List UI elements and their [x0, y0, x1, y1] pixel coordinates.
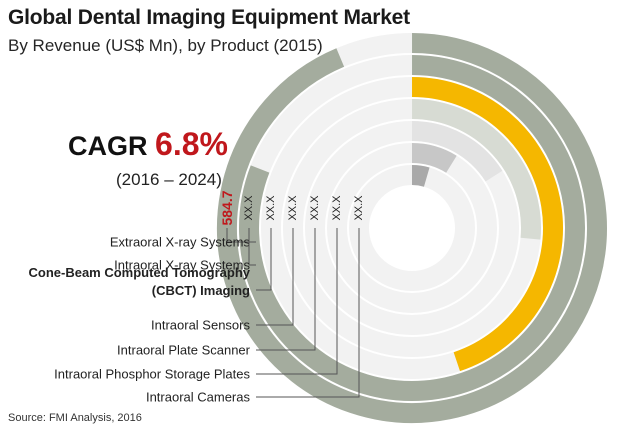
- cagr-callout: CAGR 6.8%: [68, 126, 228, 163]
- leader-line: [256, 228, 360, 398]
- center-hole: [370, 186, 454, 270]
- category-label: Extraoral X-ray Systems: [110, 235, 251, 250]
- bar-arc: [411, 143, 457, 173]
- value-label: XX.X: [265, 195, 277, 221]
- cagr-label: CAGR: [68, 131, 148, 161]
- cagr-period: (2016 – 2024): [116, 170, 222, 189]
- category-label: Cone-Beam Computed Tomography (CBCT) Imag…: [29, 265, 251, 298]
- category-label: Intraoral Phosphor Storage Plates: [54, 367, 250, 382]
- category-label: Intraoral Sensors: [151, 318, 250, 333]
- bar-arc: [411, 121, 503, 182]
- value-label: XX.X: [287, 195, 299, 221]
- value-label: XX.X: [353, 195, 365, 221]
- cagr-value: 6.8%: [155, 126, 228, 162]
- leader-line: [248, 228, 256, 266]
- chart-title: Global Dental Imaging Equipment Market: [8, 6, 410, 29]
- bar-arc: [239, 55, 585, 401]
- category-label: Intraoral Plate Scanner: [117, 343, 251, 358]
- value-label: XX.X: [331, 195, 343, 221]
- source-note: Source: FMI Analysis, 2016: [8, 412, 142, 424]
- bar-arc: [411, 99, 541, 240]
- leader-line: [256, 228, 294, 326]
- chart-subtitle: By Revenue (US$ Mn), by Product (2015): [8, 36, 323, 55]
- value-label: XX.X: [243, 195, 255, 221]
- leader-line: [256, 228, 272, 291]
- bar-arc: [411, 165, 430, 187]
- bar-arc: [217, 33, 607, 423]
- leader-line: [256, 228, 338, 375]
- value-label: XX.X: [309, 195, 321, 221]
- value-label: 584.7: [219, 190, 235, 225]
- leader-line: [256, 228, 316, 351]
- bar-arc: [412, 77, 563, 372]
- category-label: Intraoral X-ray Systems: [114, 258, 250, 273]
- category-label-line: Cone-Beam Computed Tomography: [29, 265, 251, 280]
- category-label: Intraoral Cameras: [146, 390, 251, 405]
- leader-line: [226, 228, 256, 243]
- category-label-line: (CBCT) Imaging: [152, 283, 250, 298]
